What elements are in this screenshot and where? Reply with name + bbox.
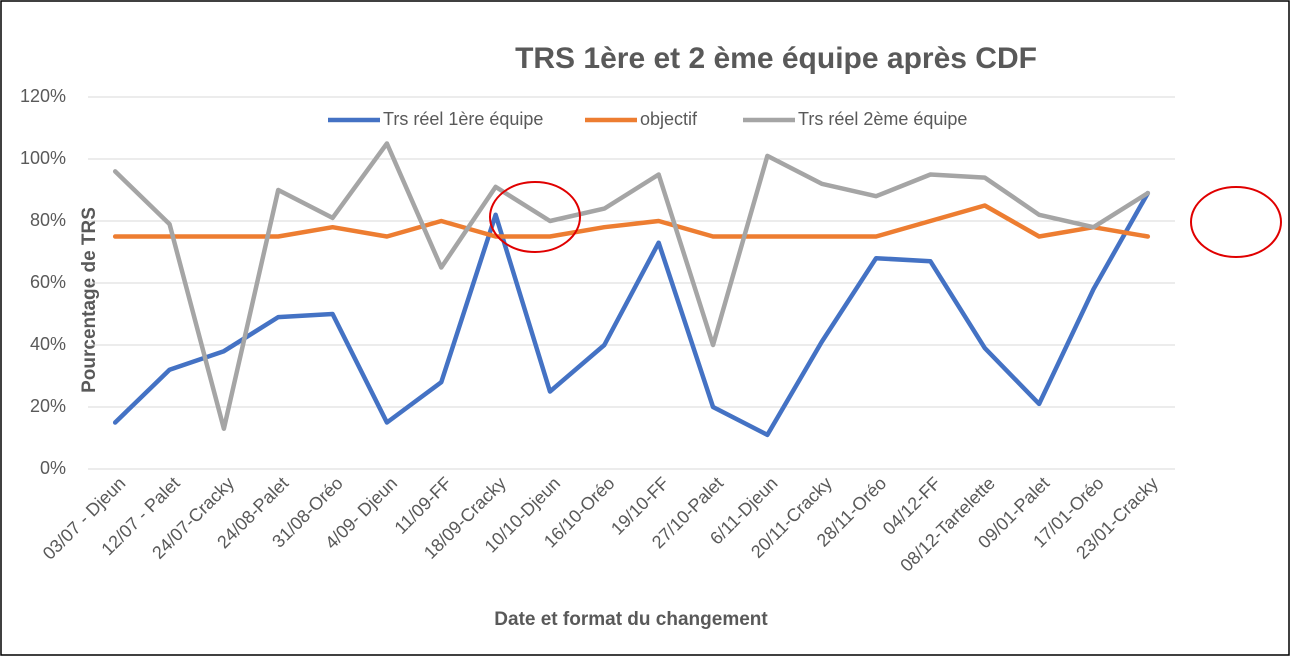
x-axis-label: Date et format du changement (494, 609, 768, 630)
y-tick-label: 120% (20, 86, 66, 106)
annotation-circle (489, 181, 581, 253)
annotation-circle (1190, 186, 1282, 258)
y-tick-label: 80% (30, 210, 66, 230)
y-axis-label: Pourcentage de TRS (79, 207, 100, 393)
y-tick-label: 0% (40, 458, 66, 478)
y-tick-label: 100% (20, 148, 66, 168)
y-tick-label: 40% (30, 334, 66, 354)
series-line (112, 141, 1151, 431)
legend-label: Trs réel 2ème équipe (798, 109, 967, 129)
y-tick-label: 60% (30, 272, 66, 292)
chart-title: TRS 1ère et 2 ème équipe après CDF (515, 42, 1037, 75)
legend-label: Trs réel 1ère équipe (383, 109, 543, 129)
y-tick-label: 20% (30, 396, 66, 416)
series-line (112, 203, 1151, 239)
series-line (112, 190, 1151, 438)
legend-label: objectif (640, 109, 698, 129)
